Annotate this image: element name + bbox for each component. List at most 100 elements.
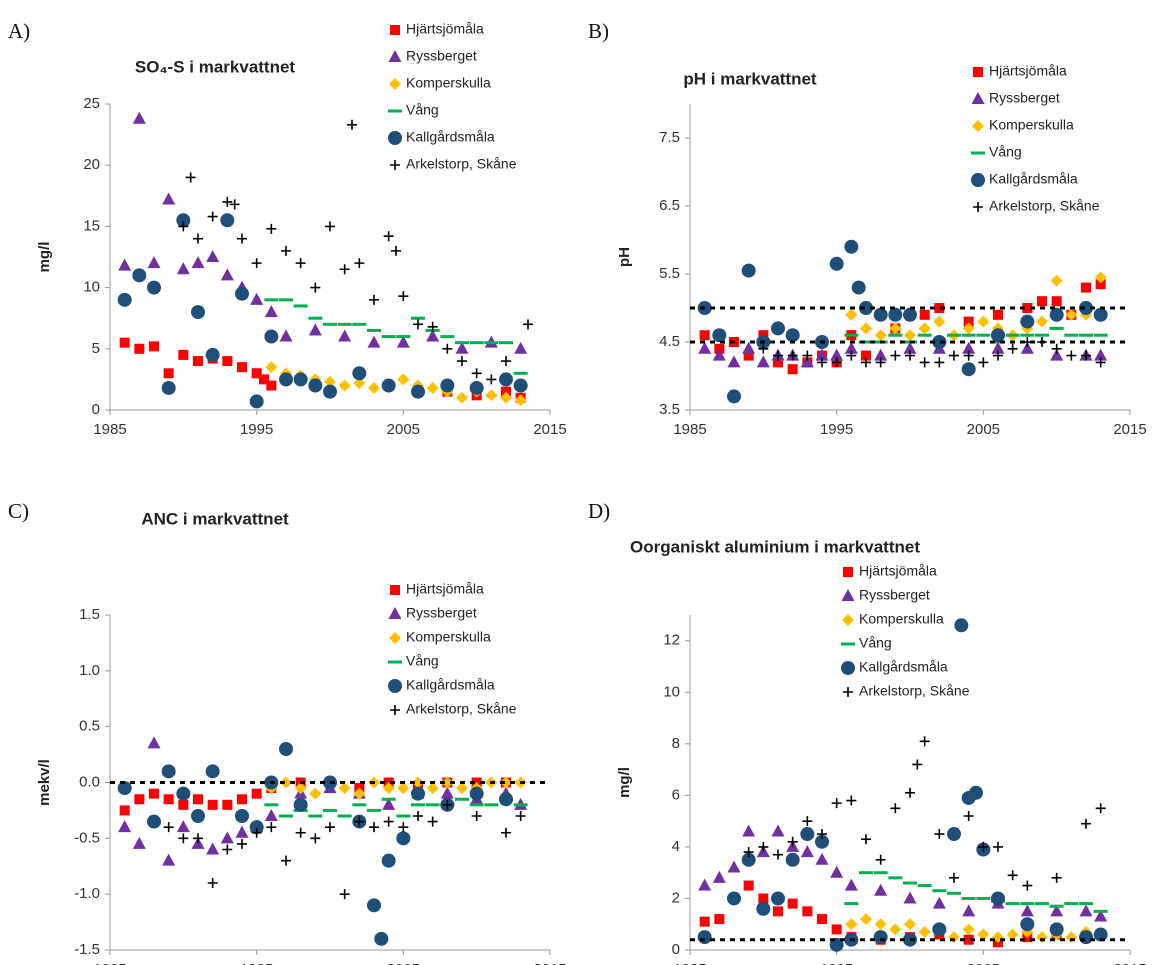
marker-circle (741, 263, 756, 278)
marker-triangle (382, 797, 396, 810)
marker-circle (235, 286, 249, 301)
y-tick-label: 3.5 (659, 401, 680, 418)
marker-circle (947, 827, 961, 842)
marker-square (714, 914, 725, 925)
marker-diamond (382, 782, 395, 795)
marker-square (134, 794, 145, 805)
marker-triangle (712, 870, 726, 883)
marker-triangle (176, 262, 190, 275)
marker-triangle (147, 256, 161, 269)
marker-triangle (162, 192, 176, 205)
marker-triangle (118, 258, 132, 271)
legend-label: Kallgårdsmåla (989, 171, 1078, 187)
marker-plus (281, 855, 291, 866)
marker-square (843, 567, 853, 577)
marker-circle (903, 307, 917, 322)
marker-square (1081, 282, 1091, 293)
marker-diamond (1006, 928, 1019, 941)
marker-plus (251, 827, 262, 838)
marker-plus (413, 319, 423, 330)
marker-plus (831, 357, 842, 368)
legend-label: Kallgårdsmåla (859, 659, 948, 675)
marker-triangle (426, 329, 440, 342)
marker-circle (161, 764, 176, 779)
marker-square (237, 362, 247, 373)
chart-panel: A) SO₄-S i markvattnet mg/l 0 5 10 15 20 25 1985 1… (8, 19, 567, 438)
legend-label: Vång (989, 144, 1022, 160)
marker-plus (912, 759, 923, 770)
marker-circle (756, 901, 771, 916)
marker-square (1037, 296, 1047, 307)
marker-circle (771, 321, 785, 336)
marker-plus (354, 258, 365, 269)
marker-circle (851, 280, 866, 295)
marker-square (266, 380, 277, 391)
marker-square (773, 357, 783, 368)
marker-square (1022, 303, 1033, 313)
marker-diamond (426, 381, 439, 394)
marker-circle (873, 307, 888, 322)
marker-triangle (962, 904, 976, 917)
legend-item: Kallgårdsmåla (971, 171, 1078, 187)
marker-plus (905, 350, 915, 361)
marker-circle (969, 785, 983, 800)
marker-triangle (279, 329, 293, 342)
marker-triangle (206, 250, 220, 262)
legend-item: Kallgårdsmåla (388, 677, 495, 693)
marker-diamond (874, 918, 887, 931)
marker-square (178, 799, 189, 810)
marker-plus (266, 822, 277, 833)
marker-triangle (308, 323, 322, 336)
marker-plus (949, 872, 959, 883)
marker-circle (888, 307, 903, 322)
legend-label: Arkelstorp, Skåne (859, 683, 970, 699)
marker-plus (457, 356, 467, 367)
marker-triangle (396, 335, 410, 348)
marker-plus (993, 350, 1003, 361)
marker-circle (374, 931, 389, 946)
marker-square (787, 898, 798, 909)
legend-label: Hjärtsjömåla (989, 63, 1067, 79)
marker-square (237, 794, 247, 805)
marker-diamond (904, 918, 916, 931)
marker-plus (185, 172, 196, 183)
marker-circle (1049, 922, 1064, 937)
marker-plus (817, 357, 827, 368)
marker-square (222, 799, 233, 810)
marker-circle (1079, 930, 1093, 945)
marker-circle (1093, 307, 1108, 322)
marker-circle (873, 930, 888, 945)
marker-circle (991, 891, 1005, 906)
marker-diamond (397, 373, 410, 386)
marker-diamond (889, 322, 902, 335)
marker-plus (369, 822, 379, 833)
marker-diamond (1094, 271, 1107, 284)
marker-plus (787, 350, 798, 361)
marker-diamond (294, 782, 307, 795)
marker-circle (1079, 301, 1093, 315)
marker-square (119, 805, 130, 816)
marker-plus (743, 847, 754, 858)
marker-plus (178, 221, 189, 232)
marker-circle (727, 891, 741, 906)
y-tick-label: 0.0 (79, 773, 100, 790)
marker-square (743, 880, 754, 891)
marker-triangle (962, 341, 976, 354)
marker-plus (207, 211, 218, 222)
marker-plus (843, 687, 853, 697)
marker-plus (251, 258, 262, 269)
marker-diamond (845, 918, 858, 931)
marker-square (251, 368, 262, 379)
marker-square (758, 893, 769, 904)
marker-triangle (830, 348, 844, 361)
marker-diamond (1036, 931, 1048, 944)
marker-square (963, 934, 974, 945)
legend-item: Hjärtsjömåla (843, 563, 937, 579)
marker-triangle (844, 341, 858, 354)
marker-plus (442, 343, 453, 354)
y-tick-label: -0.5 (74, 829, 100, 846)
marker-plus (442, 799, 453, 810)
marker-circle (499, 372, 513, 387)
marker-circle (1020, 314, 1035, 329)
